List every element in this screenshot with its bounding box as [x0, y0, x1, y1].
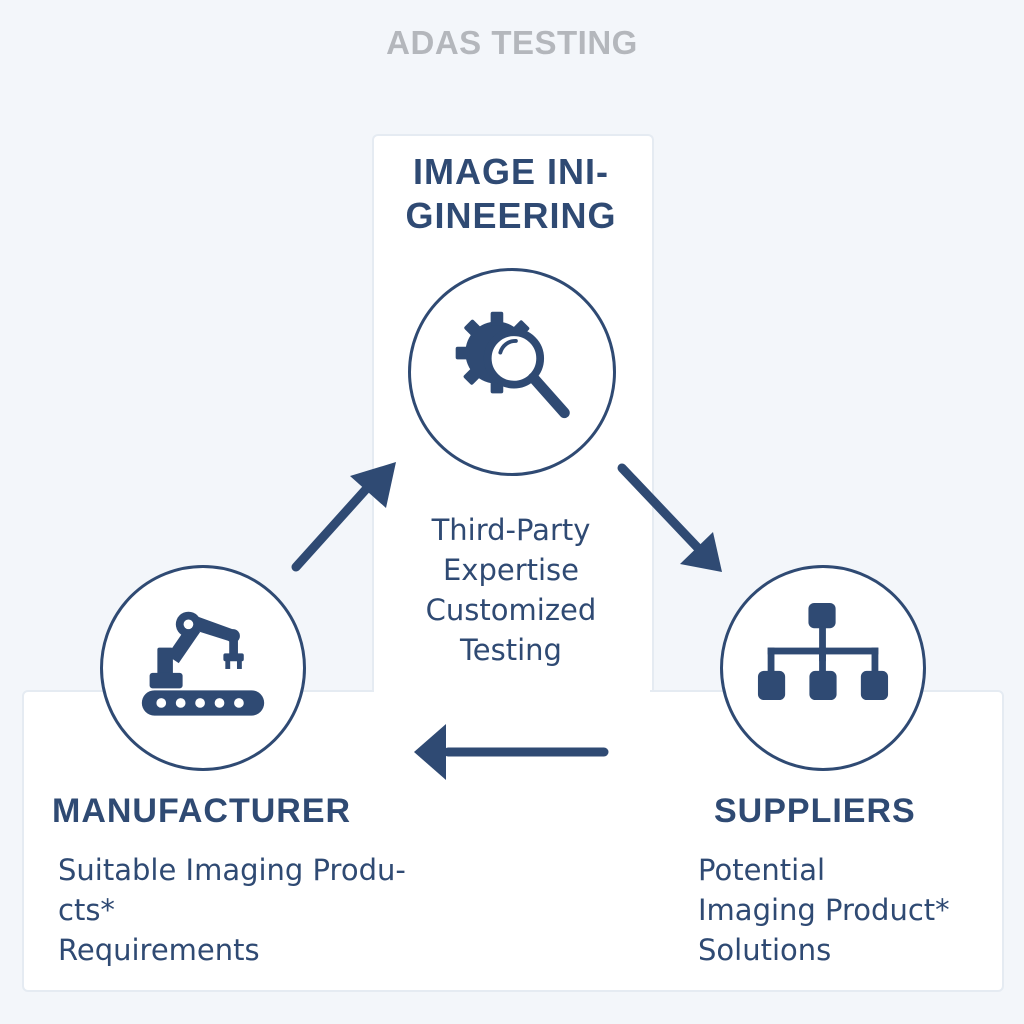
suppliers-line: Imaging Product* — [698, 893, 950, 927]
manufacturer-description: Suitable Imaging Produ- cts* Requirement… — [58, 850, 406, 970]
suppliers-circle — [720, 565, 926, 771]
image-engineering-heading: IMAGE INI- GINEERING — [372, 150, 650, 238]
ie-line: Testing — [460, 633, 562, 667]
suppliers-line: Solutions — [698, 933, 832, 967]
image-engineering-heading-line1: IMAGE INI- — [413, 151, 609, 192]
manufacturer-line: cts* — [58, 893, 115, 927]
suppliers-description: Potential Imaging Product* Solutions — [698, 850, 950, 970]
diagram-title: ADAS TESTING — [386, 24, 638, 61]
manufacturer-circle — [100, 565, 306, 771]
gear-magnifier-icon — [455, 311, 570, 419]
panel-join — [374, 688, 650, 694]
hierarchy-icon — [757, 602, 889, 701]
suppliers-line: Potential — [698, 853, 826, 887]
ie-line: Expertise — [442, 553, 580, 587]
manufacturer-line: Suitable Imaging Produ- — [58, 853, 406, 887]
image-engineering-description: Third-Party Expertise Customized Testing — [372, 510, 650, 670]
ie-line: Third-Party — [431, 513, 591, 547]
robot-arm-conveyor-icon — [141, 611, 265, 716]
image-engineering-circle — [408, 268, 616, 476]
suppliers-heading: SUPPLIERS — [714, 792, 916, 830]
ie-line: Customized — [425, 593, 597, 627]
manufacturer-line: Requirements — [58, 933, 260, 967]
image-engineering-heading-line2: GINEERING — [405, 195, 617, 236]
manufacturer-heading: MANUFACTURER — [52, 792, 352, 830]
